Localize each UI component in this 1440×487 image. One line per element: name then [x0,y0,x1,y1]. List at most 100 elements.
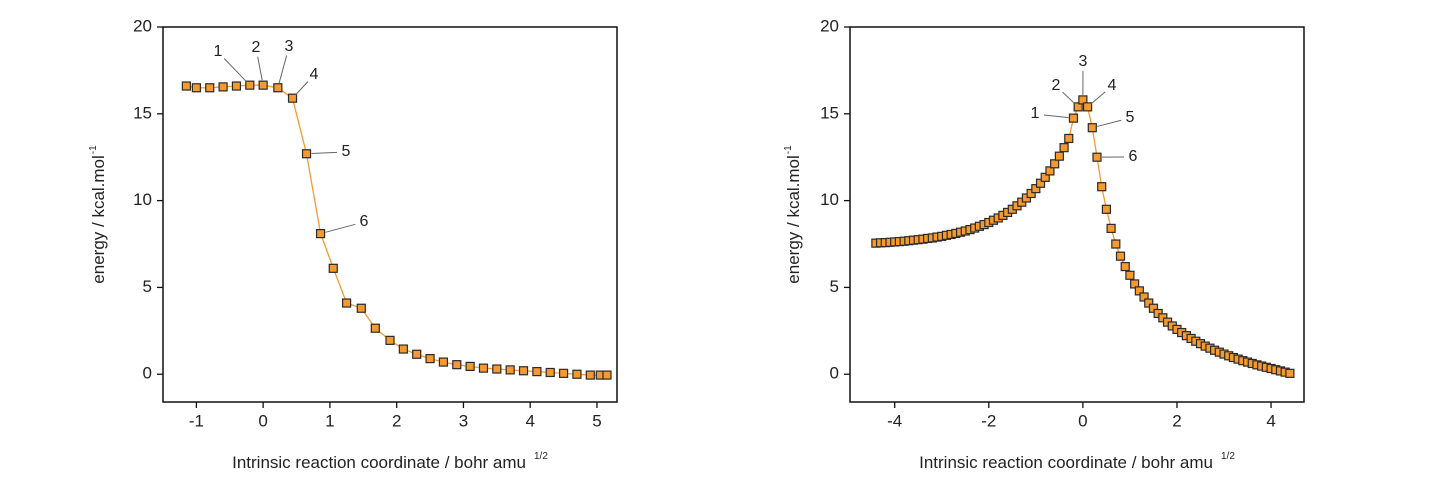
data-point [1087,123,1097,133]
y-tick-label: 5 [830,277,839,296]
annotation: 6 [1129,148,1138,165]
data-point [385,335,395,345]
annotation: 3 [1079,53,1088,70]
data-point [1054,151,1064,161]
x-tick-label: 4 [525,411,534,430]
data-point [342,298,352,308]
annotation: 1 [214,43,223,60]
data-point [1130,279,1140,289]
data-point [1092,152,1102,162]
y-tick-label: 10 [133,190,152,209]
data-point [438,357,449,367]
data-point [1144,298,1154,308]
data-point [245,80,255,90]
data-point [1285,368,1295,378]
x-tick-label: 2 [1172,411,1181,430]
x-axis-label: Intrinsic reaction coordinate / bohr amu… [919,451,1235,473]
data-point [1068,113,1079,123]
data-point [1059,143,1069,153]
x-tick-label: -2 [981,411,996,430]
data-point [1111,239,1121,249]
data-point [518,366,529,376]
data-point [1035,178,1046,188]
x-tick-label: 0 [1078,411,1087,430]
y-tick-label: 15 [133,103,152,122]
data-point [478,363,489,373]
data-point [492,364,502,374]
x-axis-label-sup: 1/2 [1221,451,1235,462]
data-point [301,149,312,159]
annotation: 5 [342,143,351,160]
data-point [1050,159,1060,169]
data-point [602,370,612,380]
data-point [231,81,242,91]
annotation: 3 [285,38,294,55]
data-point [1125,270,1135,280]
annotation-leader [1097,119,1122,127]
data-point [315,228,326,239]
annotation: 2 [252,39,261,56]
plot-frame [162,26,618,403]
data-point [1040,172,1050,182]
data-point [356,303,366,313]
y-axis-label-sup: -1 [88,145,99,154]
data-point [1026,188,1036,199]
data-point [273,83,283,93]
annotation: 4 [1108,77,1117,94]
data-point [1082,102,1093,112]
annotation: 4 [310,66,319,83]
data-point [558,368,569,378]
x-tick-label: 4 [1266,411,1275,430]
data-point [425,353,435,364]
data-point [1139,292,1149,302]
data-point [191,83,201,93]
data-point [1031,184,1041,194]
data-line [186,84,607,376]
data-point [505,365,515,375]
data-point [572,369,582,379]
x-tick-label: -4 [887,411,902,430]
x-axis-label: Intrinsic reaction coordinate / bohr amu… [232,451,548,473]
annotation-leader [1043,114,1069,119]
annotation-leader [295,81,309,95]
annotation: 5 [1126,109,1135,126]
x-tick-label: 3 [459,411,468,430]
data-point [1115,251,1126,261]
x-axis-label-text: Intrinsic reaction coordinate / bohr amu [919,453,1213,472]
data-point [218,82,228,92]
annotation: 2 [1052,77,1061,94]
data-point [1097,182,1107,192]
y-tick-label: 0 [830,364,839,383]
data-point [585,370,595,380]
data-point [370,323,380,333]
annotation-leader [257,56,263,81]
data-point [181,81,191,91]
annotation-leader [325,223,356,233]
data-point [452,360,462,370]
x-tick-label: 5 [592,411,601,430]
data-point [328,263,338,273]
annotation-leader [223,58,247,82]
data-point [1064,133,1074,144]
x-tick-label: 0 [258,411,267,430]
annotation-leader [311,151,338,155]
annotation-leader [1062,91,1075,104]
annotation: 6 [360,213,369,230]
annotation-leader [278,55,288,84]
data-point [1120,261,1130,272]
y-axis-label-text: energy / kcal.mol [89,155,108,284]
data-point [1045,166,1055,176]
data-point [398,344,408,354]
x-axis-label-sup: 1/2 [534,451,548,462]
annotation: 1 [1031,105,1040,122]
y-tick-label: 10 [820,190,839,209]
annotation-leader [1091,91,1106,104]
y-axis-label-sup: -1 [783,145,794,154]
data-point [412,349,422,359]
x-tick-label: -1 [189,411,204,430]
y-axis-label: energy / kcal.mol-1 [88,145,109,284]
y-tick-label: 0 [143,364,152,383]
y-tick-label: 5 [143,277,152,296]
data-point [545,367,555,378]
